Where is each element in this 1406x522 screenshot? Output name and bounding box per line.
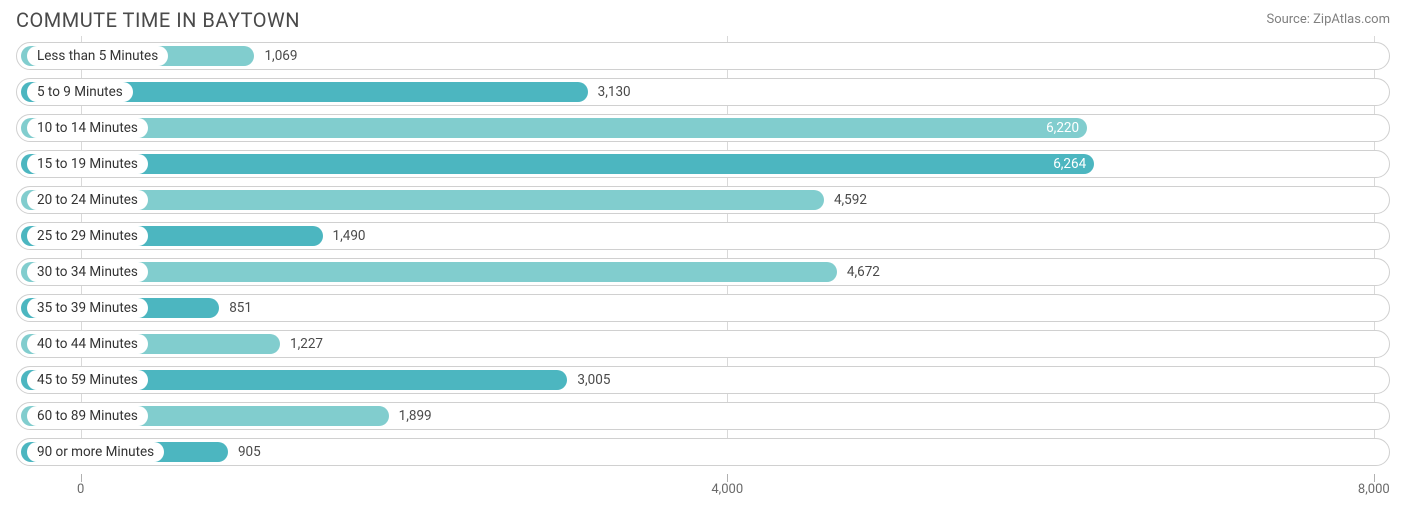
bar-track: 15 to 19 Minutes 6,264 xyxy=(16,150,1390,178)
axis-tick xyxy=(81,474,82,482)
axis-tick xyxy=(1374,474,1375,482)
bar-track: 5 to 9 Minutes 3,130 xyxy=(16,78,1390,106)
bar-value-label: 1,899 xyxy=(399,403,432,429)
bar-value-label: 6,220 xyxy=(1046,115,1079,141)
bar-track: 30 to 34 Minutes 4,672 xyxy=(16,258,1390,286)
axis-tick-label: 0 xyxy=(77,482,84,497)
bar-value-label: 6,264 xyxy=(1053,151,1086,177)
bar-track: 45 to 59 Minutes 3,005 xyxy=(16,366,1390,394)
bar-value-label: 3,005 xyxy=(577,367,610,393)
bar-value-label: 851 xyxy=(229,295,252,321)
bar-value-label: 905 xyxy=(238,439,261,465)
chart-source: Source: ZipAtlas.com xyxy=(1266,8,1390,27)
bar-value-label: 4,592 xyxy=(834,187,867,213)
bars-container: Less than 5 Minutes 1,069 5 to 9 Minutes 3,… xyxy=(16,42,1390,466)
bar-category-label: 60 to 89 Minutes xyxy=(27,406,148,426)
bar-category-label: 45 to 59 Minutes xyxy=(27,370,148,390)
bar-category-label: 5 to 9 Minutes xyxy=(27,82,133,102)
bar-value-label: 1,227 xyxy=(290,331,323,357)
x-axis: 0 4,000 8,000 xyxy=(16,474,1390,502)
bar-category-label: 10 to 14 Minutes xyxy=(27,118,148,138)
bar-value-label: 4,672 xyxy=(847,259,880,285)
bar-category-label: 35 to 39 Minutes xyxy=(27,298,148,318)
bar-track: 20 to 24 Minutes 4,592 xyxy=(16,186,1390,214)
bar-track: 10 to 14 Minutes 6,220 xyxy=(16,114,1390,142)
bar-track: 25 to 29 Minutes 1,490 xyxy=(16,222,1390,250)
bar-fill xyxy=(21,154,1094,174)
bar-value-label: 1,069 xyxy=(264,43,297,69)
bar-fill xyxy=(21,118,1087,138)
bar-category-label: 15 to 19 Minutes xyxy=(27,154,148,174)
bar-category-label: Less than 5 Minutes xyxy=(27,46,168,66)
chart-header: COMMUTE TIME IN BAYTOWN Source: ZipAtlas… xyxy=(0,0,1406,36)
bar-category-label: 90 or more Minutes xyxy=(27,442,164,462)
bar-category-label: 30 to 34 Minutes xyxy=(27,262,148,282)
bar-value-label: 1,490 xyxy=(333,223,366,249)
bar-category-label: 25 to 29 Minutes xyxy=(27,226,148,246)
bar-track: 40 to 44 Minutes 1,227 xyxy=(16,330,1390,358)
bar-track: 60 to 89 Minutes 1,899 xyxy=(16,402,1390,430)
bar-category-label: 20 to 24 Minutes xyxy=(27,190,148,210)
axis-tick xyxy=(727,474,728,482)
bar-track: 35 to 39 Minutes 851 xyxy=(16,294,1390,322)
bar-value-label: 3,130 xyxy=(598,79,631,105)
bar-track: Less than 5 Minutes 1,069 xyxy=(16,42,1390,70)
chart-area: Less than 5 Minutes 1,069 5 to 9 Minutes 3,… xyxy=(0,36,1406,502)
axis-tick-label: 8,000 xyxy=(1358,482,1390,497)
bar-category-label: 40 to 44 Minutes xyxy=(27,334,148,354)
chart-title: COMMUTE TIME IN BAYTOWN xyxy=(16,8,300,32)
axis-tick-label: 4,000 xyxy=(711,482,743,497)
bar-track: 90 or more Minutes 905 xyxy=(16,438,1390,466)
